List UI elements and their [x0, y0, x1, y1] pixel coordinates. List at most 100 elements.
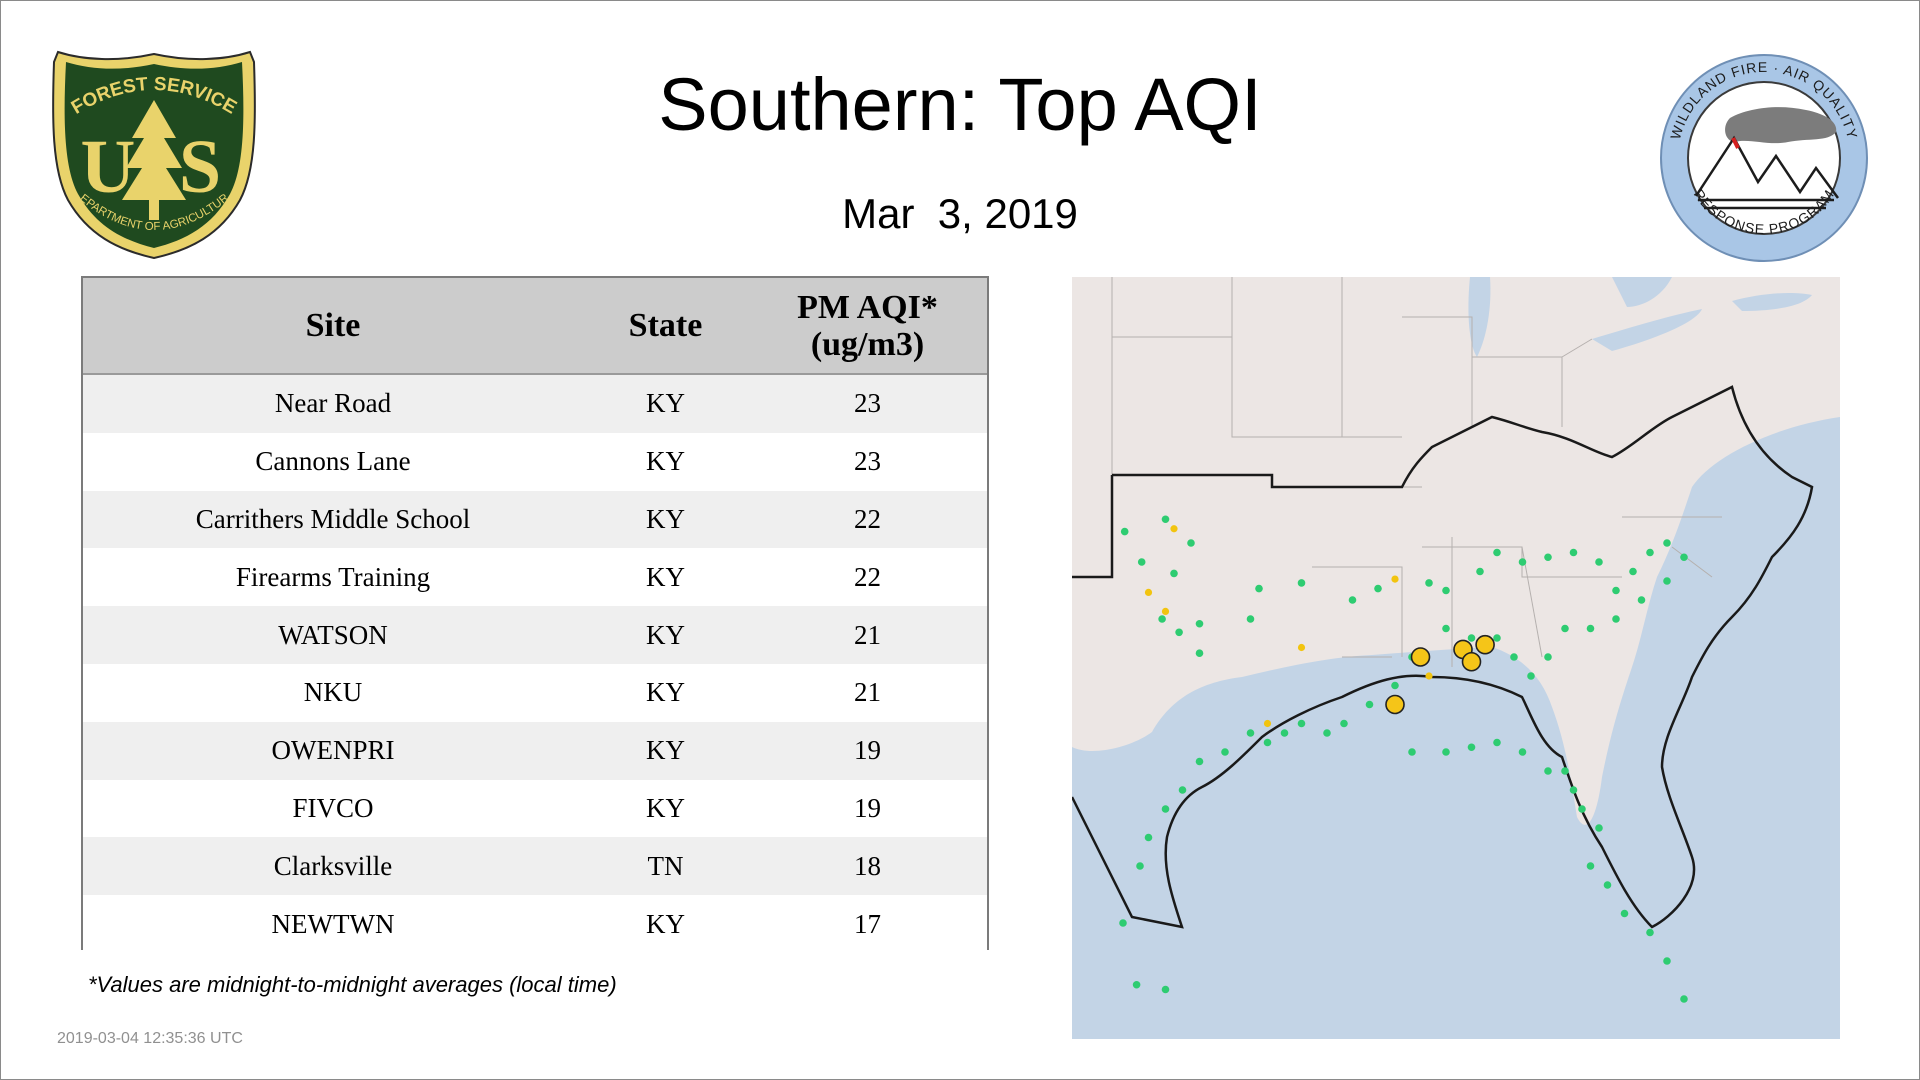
- aqi-cell: 23: [748, 374, 987, 433]
- site-marker-good: [1136, 862, 1144, 870]
- monitoring-sites-layer: [1119, 515, 1688, 1003]
- table-row: WATSON KY 21: [83, 606, 987, 664]
- site-marker-good: [1348, 596, 1357, 604]
- site-marker-good: [1518, 748, 1527, 756]
- aqi-cell: 22: [748, 548, 987, 607]
- top-site-marker: [1475, 634, 1495, 655]
- site-marker-good: [1629, 567, 1637, 576]
- site-marker-good: [1663, 539, 1671, 547]
- aqi-site-map: [1072, 277, 1840, 1039]
- site-marker-good: [1467, 743, 1476, 752]
- site-marker-moderate: [1425, 672, 1433, 680]
- site-cell: Cannons Lane: [83, 432, 583, 491]
- lake-ontario: [1732, 293, 1812, 311]
- site-marker-moderate: [1297, 643, 1306, 652]
- site-marker-good: [1137, 558, 1146, 566]
- state-cell: TN: [583, 837, 748, 896]
- lake-huron: [1612, 277, 1672, 307]
- site-marker-good: [1544, 553, 1552, 562]
- site-marker-good: [1144, 833, 1153, 842]
- site-marker-good: [1161, 515, 1170, 524]
- state-cell: KY: [583, 606, 748, 664]
- forest-service-logo: FOREST SERVICE U S DEPARTMENT OF AGRICUL…: [50, 50, 256, 260]
- site-cell: Near Road: [83, 374, 583, 433]
- table-row: FIVCO KY 19: [83, 779, 987, 838]
- generated-timestamp: 2019-03-04 12:35:36 UTC: [57, 1030, 243, 1047]
- site-marker-good: [1527, 672, 1535, 680]
- site-marker-good: [1518, 558, 1527, 566]
- site-marker-good: [1442, 586, 1450, 595]
- top-site-marker: [1385, 694, 1405, 715]
- column-header-pm-aqi: PM AQI* (ug/m3): [748, 278, 987, 375]
- site-marker-moderate: [1170, 525, 1178, 533]
- aqi-cell: 21: [748, 663, 987, 722]
- site-marker-good: [1578, 805, 1586, 813]
- site-marker-good: [1680, 995, 1688, 1003]
- site-marker-good: [1170, 569, 1178, 578]
- table-row: NKU KY 21: [83, 663, 987, 722]
- table-row: Carrithers Middle School KY 22: [83, 490, 987, 549]
- site-cell: Carrithers Middle School: [83, 490, 583, 549]
- top-aqi-table: Site State PM AQI* (ug/m3) Near Road KY 23…: [81, 276, 989, 953]
- state-cell: KY: [583, 721, 748, 780]
- column-header-site: Site: [83, 278, 583, 375]
- site-marker-moderate: [1263, 719, 1272, 728]
- site-marker-good: [1365, 700, 1374, 709]
- table-row: Clarksville TN 18: [83, 837, 987, 896]
- site-marker-good: [1467, 634, 1476, 642]
- column-header-pm-aqi-line2: (ug/m3): [810, 325, 925, 363]
- site-marker-good: [1161, 985, 1170, 994]
- table-row: Near Road KY 23: [83, 374, 987, 433]
- table-row: OWENPRI KY 19: [83, 721, 987, 780]
- site-marker-good: [1646, 548, 1654, 557]
- column-header-pm-aqi-line1: PM AQI*: [797, 288, 938, 326]
- site-marker-good: [1595, 824, 1603, 832]
- site-marker-good: [1425, 579, 1433, 587]
- report-date: Mar 3, 2019: [842, 190, 1078, 237]
- site-marker-good: [1637, 596, 1646, 604]
- state-cell: KY: [583, 432, 748, 491]
- site-marker-good: [1187, 539, 1195, 547]
- table-row: Cannons Lane KY 23: [83, 432, 987, 491]
- site-cell: Clarksville: [83, 837, 583, 896]
- table-row: NEWTWN KY 17: [83, 895, 987, 953]
- site-marker-good: [1158, 615, 1166, 623]
- site-cell: NEWTWN: [83, 895, 583, 953]
- state-cell: KY: [583, 374, 748, 433]
- column-header-state: State: [583, 278, 748, 375]
- state-cell: KY: [583, 895, 748, 953]
- site-marker-good: [1246, 729, 1255, 737]
- page-title: Southern: Top AQI: [658, 63, 1262, 146]
- top-site-marker: [1410, 647, 1431, 667]
- site-marker-good: [1297, 579, 1306, 587]
- site-marker-good: [1603, 881, 1612, 889]
- site-marker-good: [1442, 624, 1450, 633]
- site-marker-good: [1663, 957, 1671, 965]
- top-site-marker: [1461, 651, 1482, 672]
- aqi-cell: 22: [748, 490, 987, 549]
- site-marker-good: [1246, 615, 1255, 623]
- site-marker-good: [1195, 619, 1204, 628]
- gulf-atlantic-water: [1072, 417, 1840, 1039]
- table-header-row: Site State PM AQI* (ug/m3): [83, 278, 987, 375]
- footnote: *Values are midnight-to-midnight average…: [88, 972, 617, 997]
- site-marker-good: [1175, 628, 1183, 637]
- state-boundaries: [1111, 277, 1722, 667]
- site-marker-good: [1620, 909, 1629, 918]
- site-marker-good: [1132, 980, 1141, 989]
- site-marker-good: [1195, 649, 1204, 657]
- site-marker-good: [1510, 653, 1518, 661]
- aqi-cell: 23: [748, 432, 987, 491]
- site-marker-good: [1340, 719, 1348, 728]
- site-marker-good: [1119, 919, 1127, 927]
- site-marker-good: [1569, 548, 1578, 557]
- pine-tree-icon: [122, 100, 186, 220]
- lake-michigan: [1468, 277, 1491, 357]
- table-row: Firearms Training KY 22: [83, 548, 987, 607]
- aqi-cell: 19: [748, 779, 987, 838]
- site-marker-good: [1569, 786, 1578, 794]
- site-marker-good: [1586, 624, 1595, 633]
- state-cell: KY: [583, 663, 748, 722]
- site-marker-good: [1374, 584, 1382, 593]
- site-marker-good: [1263, 738, 1272, 747]
